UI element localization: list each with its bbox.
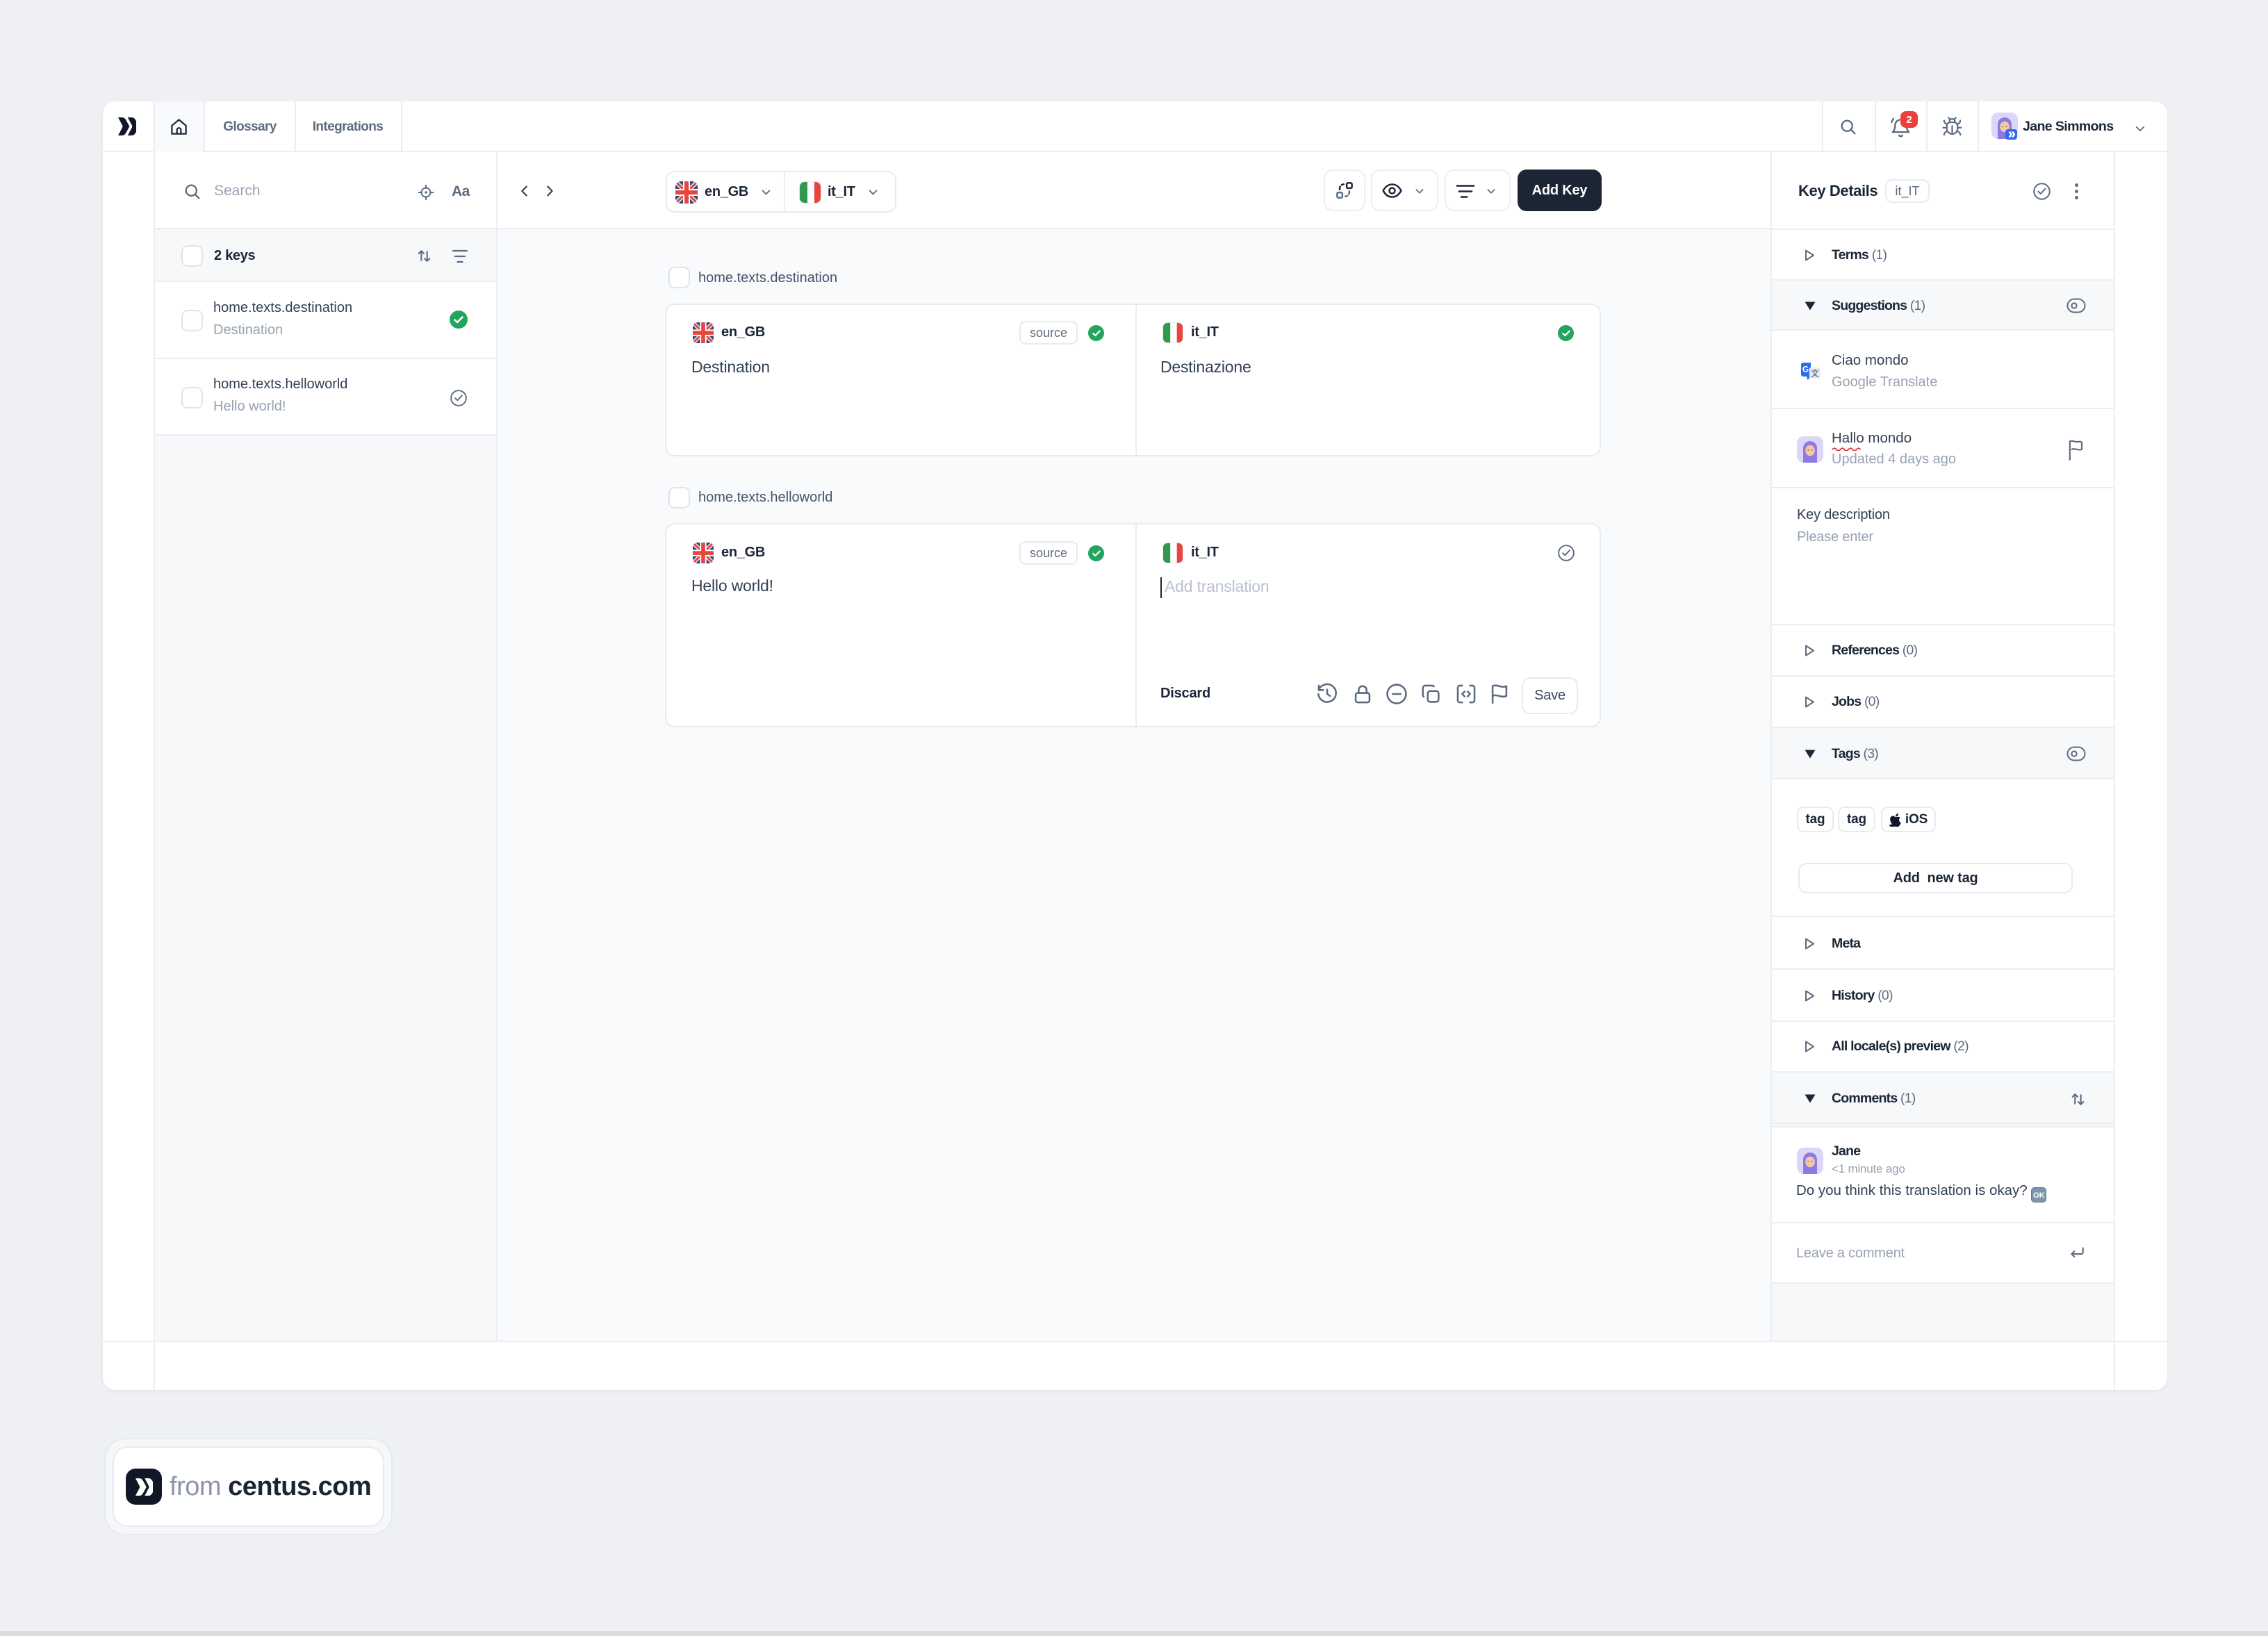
svg-text:G: G: [1802, 365, 1809, 374]
svg-text:文: 文: [1811, 368, 1819, 379]
